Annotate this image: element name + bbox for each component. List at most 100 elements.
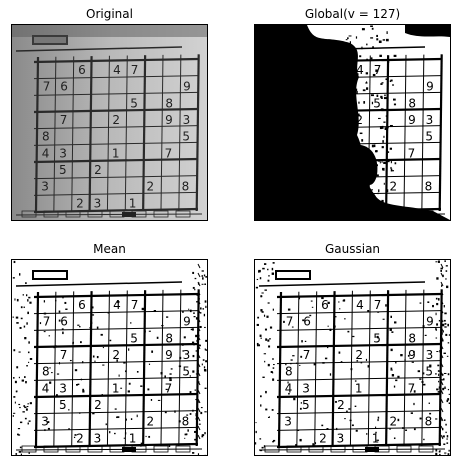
sudoku-digit: 7 — [303, 348, 311, 362]
sudoku-digit: 8 — [42, 130, 50, 144]
sudoku-digit: 5 — [130, 96, 138, 110]
sudoku-digit: 8 — [165, 96, 173, 110]
sudoku-digit: 5 — [373, 331, 381, 345]
sudoku-digit: 8 — [42, 365, 50, 379]
panel-global-threshold: Global(v = 127) 647769587293854317523282… — [254, 7, 451, 221]
sudoku-digit: 7 — [131, 298, 139, 312]
sudoku-digit: 3 — [59, 146, 67, 160]
sudoku-digit: 8 — [165, 331, 173, 345]
sudoku-digit: 9 — [408, 348, 416, 362]
sudoku-digit: 1 — [112, 146, 120, 160]
sudoku-digit: 2 — [390, 180, 398, 194]
sudoku-digit: 4 — [42, 146, 50, 160]
panel-title: Global(v = 127) — [304, 7, 401, 21]
sudoku-digit: 6 — [60, 315, 68, 329]
sudoku-digit: 9 — [165, 113, 173, 127]
sudoku-digit: 3 — [183, 113, 191, 127]
sudoku-digit: 2 — [112, 348, 120, 362]
sudoku-digit: 7 — [408, 146, 416, 160]
sudoku-digit: 7 — [60, 113, 68, 127]
sudoku-digit: 2 — [355, 348, 363, 362]
sudoku-digit: 7 — [408, 381, 416, 395]
sudoku-digit: 2 — [94, 163, 102, 177]
panel-title: Original — [86, 7, 133, 21]
sudoku-digit: 7 — [286, 315, 294, 329]
sudoku-digit: 5 — [373, 96, 381, 110]
sudoku-digit: 2 — [319, 431, 327, 445]
sudoku-digit: 1 — [129, 196, 137, 210]
sudoku-digit: 5 — [59, 398, 67, 412]
sudoku-digit: 9 — [165, 348, 173, 362]
sudoku-digit: 7 — [165, 146, 173, 160]
sudoku-digit: 3 — [426, 113, 434, 127]
sudoku-digit: 5 — [182, 130, 190, 144]
sudoku-digit: 5 — [425, 365, 433, 379]
sudoku-digit: 6 — [78, 298, 86, 312]
sudoku-digit: 8 — [425, 180, 433, 194]
sudoku-digit: 3 — [302, 381, 310, 395]
sudoku-digit: 4 — [285, 381, 293, 395]
sudoku-digit: 3 — [337, 431, 345, 445]
sudoku-digit: 5 — [130, 331, 138, 345]
sudoku-digit: 3 — [59, 381, 67, 395]
sudoku-digit: 8 — [285, 365, 293, 379]
sudoku-digit: 4 — [113, 63, 121, 77]
sudoku-digit: 3 — [41, 415, 49, 429]
sudoku-digit: 4 — [356, 63, 364, 77]
sudoku-photo-gaussian-threshold: 6 4 77 6 95 87 2 9 38 54 3 1 75 23 2 82 3 1 — [255, 260, 450, 455]
sudoku-digit: 7 — [60, 348, 68, 362]
sudoku-digit: 1 — [372, 431, 380, 445]
sudoku-digit: 8 — [408, 331, 416, 345]
sudoku-digit: 9 — [426, 315, 434, 329]
sudoku-digit: 2 — [147, 415, 155, 429]
sudoku-digit: 4 — [356, 298, 364, 312]
sudoku-photo-mean-threshold: 6 4 77 6 95 87 2 9 38 54 3 1 75 23 2 82 3 1 — [12, 260, 207, 455]
sudoku-digit: 7 — [131, 63, 139, 77]
sudoku-digit: 3 — [41, 180, 49, 194]
sudoku-digit: 9 — [426, 80, 434, 94]
sudoku-digit: 5 — [302, 398, 310, 412]
panel-title: Mean — [93, 242, 126, 256]
sudoku-digit: 5 — [182, 365, 190, 379]
sudoku-digit: 8 — [182, 415, 190, 429]
sudoku-digit: 6 — [303, 315, 311, 329]
sudoku-digit: 4 — [113, 298, 121, 312]
sudoku-digit: 5 — [59, 163, 67, 177]
sudoku-digit: 5 — [425, 130, 433, 144]
sudoku-digit: 1 — [129, 431, 137, 445]
sudoku-digit: 6 — [60, 80, 68, 94]
sudoku-digit: 9 — [408, 113, 416, 127]
sudoku-digit: 2 — [76, 431, 84, 445]
sudoku-digit: 2 — [76, 196, 84, 210]
sudoku-digit: 2 — [94, 398, 102, 412]
sudoku-digit: 6 — [321, 298, 329, 312]
sudoku-digit: 8 — [182, 180, 190, 194]
sudoku-digit: 7 — [43, 80, 51, 94]
sudoku-digit: 1 — [112, 381, 120, 395]
sudoku-digit: 3 — [284, 415, 292, 429]
sudoku-digit: 9 — [183, 315, 191, 329]
sudoku-digit: 6 — [78, 63, 86, 77]
sudoku-digit: 2 — [355, 113, 363, 127]
panel-title: Gaussian — [324, 242, 381, 256]
sudoku-photo-grayscale: 6 4 77 6 95 87 2 9 38 54 3 1 75 23 2 82 3 1 — [12, 25, 207, 220]
sudoku-digit: 7 — [165, 381, 173, 395]
sudoku-digit: 7 — [374, 298, 382, 312]
sudoku-digit: 3 — [94, 431, 102, 445]
sudoku-digit: 3 — [94, 196, 102, 210]
sudoku-digit: 8 — [425, 415, 433, 429]
sudoku-digit: 3 — [426, 348, 434, 362]
sudoku-digit: 1 — [355, 381, 363, 395]
sudoku-digit: 8 — [408, 96, 416, 110]
sudoku-digit: 2 — [337, 398, 345, 412]
